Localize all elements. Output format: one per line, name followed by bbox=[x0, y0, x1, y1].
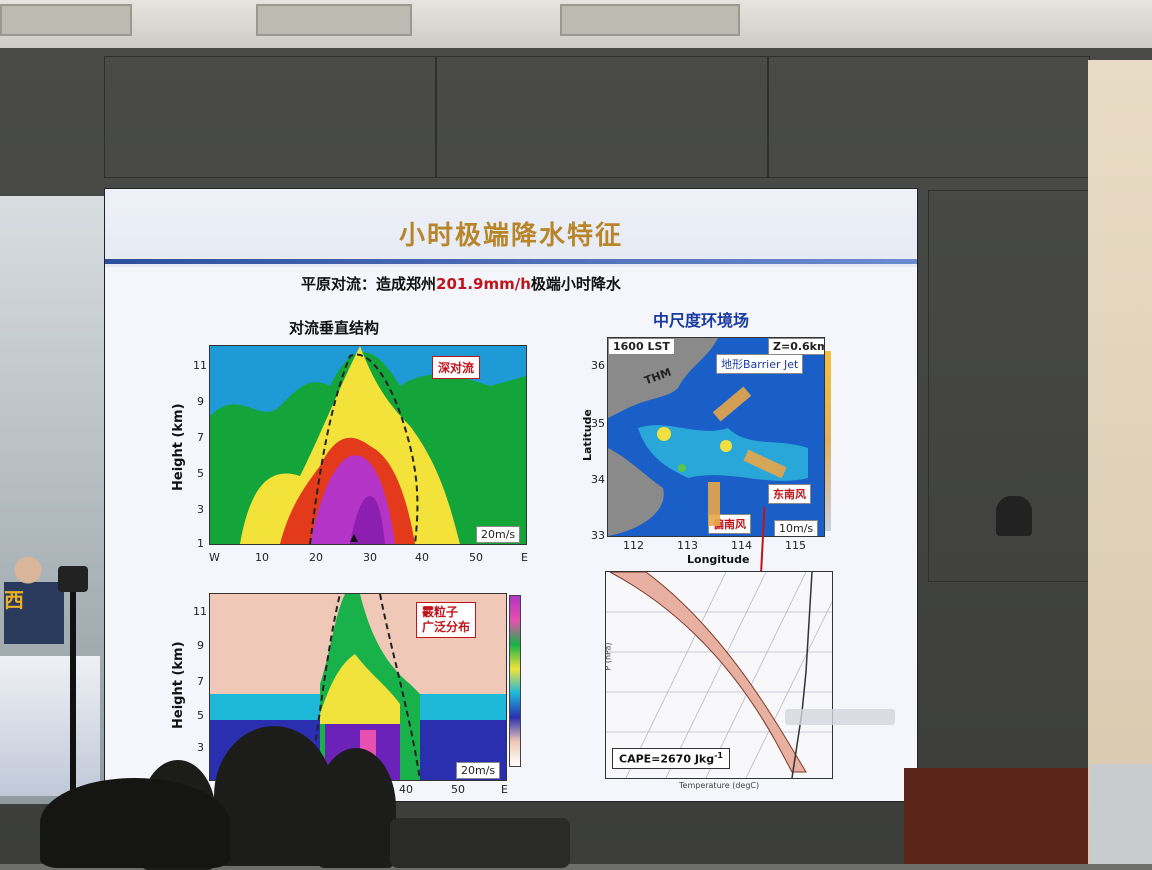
slide-title-bar: 小时极端降水特征 bbox=[105, 189, 917, 267]
cape-value: CAPE=2670 Jkg bbox=[619, 752, 715, 766]
tripod-camera bbox=[58, 566, 88, 592]
x-tick: 40 bbox=[399, 783, 413, 796]
y-tick: 3 bbox=[197, 503, 204, 516]
projection-screen: 小时极端降水特征 平原对流：造成郑州201.9mm/h极端小时降水 对流垂直结构… bbox=[104, 188, 918, 802]
wind-arrow bbox=[708, 482, 720, 526]
wind-colorbar bbox=[825, 351, 831, 531]
subtitle-part-b: 极端小时降水 bbox=[530, 275, 621, 293]
subtitle-part-a: 平原对流：造成郑州 bbox=[301, 275, 437, 293]
video-person bbox=[4, 548, 64, 644]
podium bbox=[904, 768, 1088, 864]
x-tick: 50 bbox=[451, 783, 465, 796]
x-tick: 20 bbox=[309, 551, 323, 564]
cape-unit-sup: -1 bbox=[714, 751, 723, 760]
ceiling-vent bbox=[560, 4, 740, 36]
audience-head bbox=[214, 726, 334, 866]
y-tick: 7 bbox=[197, 675, 204, 688]
skewt-sounding: CAPE=2670 Jkg-1 P (hPa) bbox=[605, 571, 833, 779]
seat-back bbox=[390, 818, 570, 868]
skewt-lines bbox=[606, 572, 832, 778]
y-tick: 36 bbox=[591, 359, 605, 372]
y-tick: 11 bbox=[193, 359, 207, 372]
wall-panel bbox=[768, 56, 1090, 178]
x-tick: 113 bbox=[677, 539, 698, 552]
panel-d-ylabel: P (hPa) bbox=[605, 642, 613, 670]
y-tick: 1 bbox=[197, 537, 204, 550]
audience-head bbox=[40, 778, 230, 868]
wind-scale-c: 10m/s bbox=[774, 520, 819, 536]
x-tick: W bbox=[209, 551, 220, 564]
subtitle-highlight: 201.9mm/h bbox=[436, 275, 531, 293]
left-screen-thumbnail bbox=[0, 656, 100, 796]
ceiling-vent bbox=[0, 4, 132, 36]
graupel-tag: 霰粒子 广泛分布 bbox=[416, 602, 477, 638]
y-tick: 11 bbox=[193, 605, 207, 618]
left-side-screen: 西 bbox=[0, 196, 104, 804]
mesoscale-wind-map: THM 1600 LST Z=0.6km 地形Barrier Jet 东南风 偏… bbox=[607, 337, 825, 537]
slide-subtitle: 平原对流：造成郑州201.9mm/h极端小时降水 bbox=[301, 273, 621, 294]
y-tick: 7 bbox=[197, 431, 204, 444]
x-tick: 30 bbox=[363, 551, 377, 564]
left-screen-fragment: 西 bbox=[4, 588, 24, 612]
wind-scale-b: 20m/s bbox=[456, 762, 501, 779]
audience-head bbox=[316, 748, 396, 868]
y-tick: 34 bbox=[591, 473, 605, 486]
x-tick: E bbox=[521, 551, 528, 564]
panel-d-xlabel: Temperature (degC) bbox=[679, 781, 760, 790]
wall-panel bbox=[104, 56, 436, 178]
x-tick: E bbox=[501, 783, 508, 796]
slide-title: 小时极端降水特征 bbox=[398, 221, 623, 251]
x-tick: 40 bbox=[415, 551, 429, 564]
cape-label: CAPE=2670 Jkg-1 bbox=[612, 748, 730, 769]
side-desk bbox=[1090, 764, 1152, 864]
y-tick: 35 bbox=[591, 417, 605, 430]
x-tick: 115 bbox=[785, 539, 806, 552]
wind-scale-a: 20m/s bbox=[476, 526, 521, 543]
southeast-wind-tag: 东南风 bbox=[768, 484, 811, 504]
x-tick: 114 bbox=[731, 539, 752, 552]
security-camera bbox=[996, 496, 1032, 536]
deep-convection-tag: 深对流 bbox=[432, 356, 481, 379]
graupel-colorbar bbox=[509, 595, 521, 767]
graupel-tag-line2: 广泛分布 bbox=[422, 620, 471, 634]
right-heading: 中尺度环境场 bbox=[653, 311, 750, 330]
y-tick: 9 bbox=[197, 639, 204, 652]
level-label: Z=0.6km bbox=[768, 338, 824, 355]
y-tick: 5 bbox=[197, 709, 204, 722]
panel-a-ylabel: Height (km) bbox=[171, 403, 186, 491]
time-label: 1600 LST bbox=[608, 338, 675, 355]
wall-panel bbox=[436, 56, 768, 178]
y-tick: 3 bbox=[197, 741, 204, 754]
title-underline bbox=[105, 259, 917, 264]
y-tick: 33 bbox=[591, 529, 605, 542]
y-tick: 9 bbox=[197, 395, 204, 408]
x-tick: 112 bbox=[623, 539, 644, 552]
left-heading: 对流垂直结构 bbox=[289, 319, 380, 337]
ceiling bbox=[0, 0, 1152, 48]
ceiling-vent bbox=[256, 4, 412, 36]
convection-cross-section: 深对流 20m/s bbox=[209, 345, 527, 545]
barrier-jet-tag: 地形Barrier Jet bbox=[716, 354, 804, 374]
cross-section-shading bbox=[210, 346, 526, 544]
y-tick: 5 bbox=[197, 467, 204, 480]
panel-b-ylabel: Height (km) bbox=[171, 641, 186, 729]
viewer-toolbar[interactable] bbox=[785, 709, 895, 725]
graupel-tag-line1: 霰粒子 bbox=[422, 605, 459, 619]
camera-tripod bbox=[70, 590, 76, 810]
x-tick: 10 bbox=[255, 551, 269, 564]
panel-c-xlabel: Longitude bbox=[687, 553, 750, 566]
side-wall bbox=[1088, 60, 1152, 864]
x-tick: 50 bbox=[469, 551, 483, 564]
